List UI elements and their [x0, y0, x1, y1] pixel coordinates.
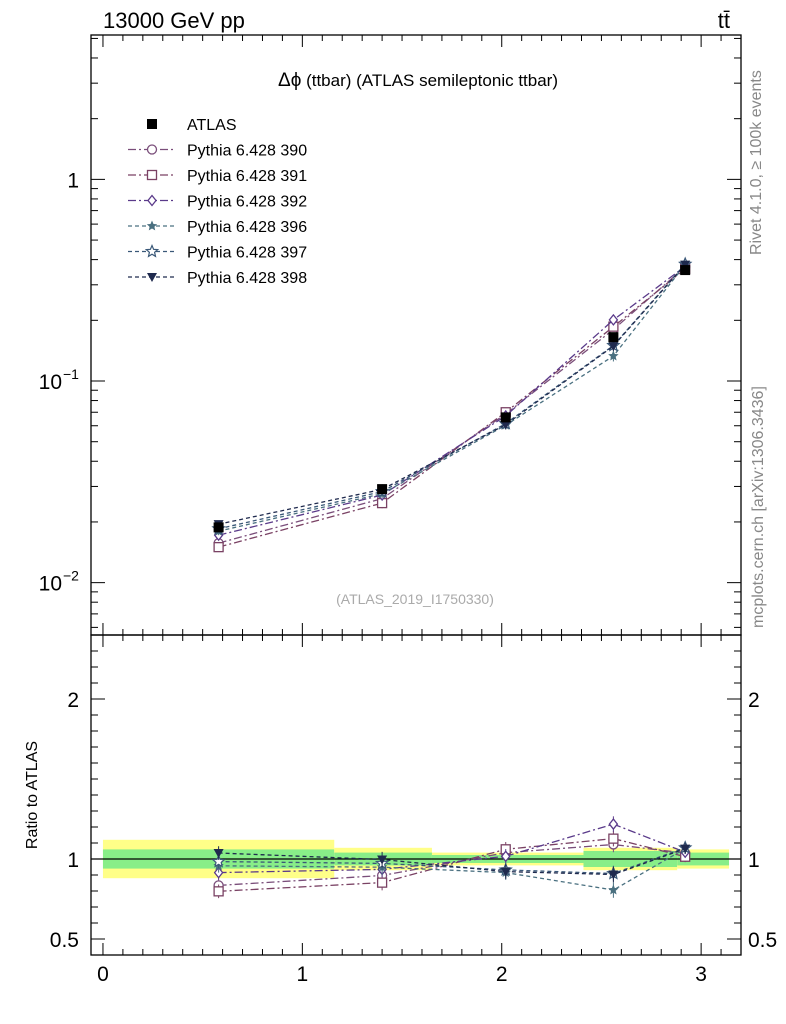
data-point-marker [608, 313, 619, 326]
series-pythia-6-428-390 [213, 261, 691, 549]
data-point-marker [147, 273, 157, 282]
y-tick-label: 10 [39, 573, 62, 596]
x-tick-label: 0 [97, 963, 109, 986]
series-layer [211, 256, 693, 553]
data-point-marker [500, 867, 511, 877]
series-line [218, 268, 686, 548]
series-line [218, 266, 686, 544]
series-line [218, 265, 686, 536]
process-label: tt̄ [718, 8, 730, 33]
ratio-tick-label-right: 1 [748, 849, 760, 872]
data-point-marker [608, 342, 619, 352]
legend-label: Pythia 6.428 391 [187, 168, 307, 185]
data-point-marker [146, 169, 158, 181]
data-point-marker [146, 220, 158, 231]
data-point-marker [147, 119, 157, 129]
series-pythia-6-428-398 [213, 260, 691, 530]
data-point-marker [213, 849, 224, 859]
data-point-marker [144, 243, 160, 258]
legend-entry: Pythia 6.428 397 [128, 243, 307, 262]
ratio-tick-label-right: 0.5 [748, 929, 777, 952]
data-point-marker [608, 870, 619, 880]
ratio-tick-label: 2 [67, 689, 79, 712]
data-point-marker [376, 877, 388, 888]
data-point-marker [213, 886, 224, 897]
rivet-version-label: Rivet 4.1.0, ≥ 100k events [748, 70, 765, 255]
plot-title: Δϕ (ttbar) (ATLAS semileptonic ttbar) [278, 70, 558, 91]
legend-entry: Pythia 6.428 392 [128, 194, 307, 211]
ratio-tick-label-right: 2 [748, 689, 760, 712]
data-point-marker [213, 541, 224, 553]
energy-label: 13000 GeV pp [103, 8, 245, 33]
ratio-plot-frame [90, 634, 742, 956]
analysis-watermark: (ATLAS_2019_I1750330) [336, 591, 494, 607]
x-tick-label: 3 [695, 963, 707, 986]
y-tick-exponent: −1 [63, 366, 79, 382]
data-point-marker [377, 484, 388, 495]
series-line [218, 264, 686, 532]
data-point-marker [680, 844, 691, 854]
legend-label: Pythia 6.428 396 [187, 219, 307, 236]
series-pythia-6-428-392 [213, 260, 691, 542]
title-text: (ttbar) (ATLAS semileptonic ttbar) [301, 71, 558, 90]
legend-entry: Pythia 6.428 390 [128, 143, 307, 160]
legend: ATLAS Pythia 6.428 390 Pythia 6.428 391 Pyt… [128, 117, 307, 287]
data-point-marker [608, 818, 619, 831]
data-point-marker [146, 144, 158, 155]
series-line [218, 263, 686, 530]
data-point-marker [608, 332, 619, 343]
series-atlas-data [213, 265, 691, 533]
data-point-marker [500, 420, 511, 430]
legend-label: ATLAS [187, 117, 237, 134]
data-point-marker [680, 265, 691, 276]
mcplots-source-label: mcplots.cern.ch [arXiv:1306.3436] [750, 386, 767, 628]
data-point-marker [608, 350, 619, 361]
legend-entry: ATLAS [147, 117, 237, 134]
y-tick-exponent: −2 [63, 568, 79, 584]
data-point-marker [608, 833, 619, 844]
legend-entry: Pythia 6.428 396 [128, 219, 307, 236]
data-point-marker [213, 522, 224, 533]
series-line [218, 264, 686, 525]
legend-label: Pythia 6.428 390 [187, 143, 307, 160]
data-point-marker [500, 850, 511, 863]
series-pythia-6-428-391 [213, 263, 691, 553]
series-pythia-6-428-397 [211, 256, 693, 535]
legend-entry: Pythia 6.428 391 [128, 168, 307, 185]
ratio-layer [211, 816, 693, 899]
data-point-marker [211, 854, 226, 868]
x-tick-label: 1 [297, 963, 309, 986]
x-tick-label: 2 [496, 963, 508, 986]
ratio-tick-label: 1 [67, 849, 79, 872]
ratio-series [213, 843, 691, 883]
data-point-marker [500, 412, 511, 423]
ratio-tick-label: 0.5 [50, 929, 79, 952]
y-tick-label: 10 [39, 371, 62, 394]
y-tick-label: 1 [67, 169, 79, 192]
ratio-axis-label: Ratio to ATLAS [24, 741, 41, 849]
title-symbol: Δϕ [278, 70, 301, 91]
legend-label: Pythia 6.428 397 [187, 245, 307, 262]
data-point-marker [377, 855, 388, 865]
data-point-marker [147, 194, 157, 207]
ratio-uncertainty-bands [91, 839, 741, 879]
axis-ticks [91, 35, 742, 956]
legend-label: Pythia 6.428 398 [187, 270, 307, 287]
series-pythia-6-428-396 [213, 259, 691, 536]
legend-label: Pythia 6.428 392 [187, 194, 307, 211]
legend-entry: Pythia 6.428 398 [128, 270, 307, 287]
data-point-marker [608, 884, 619, 895]
